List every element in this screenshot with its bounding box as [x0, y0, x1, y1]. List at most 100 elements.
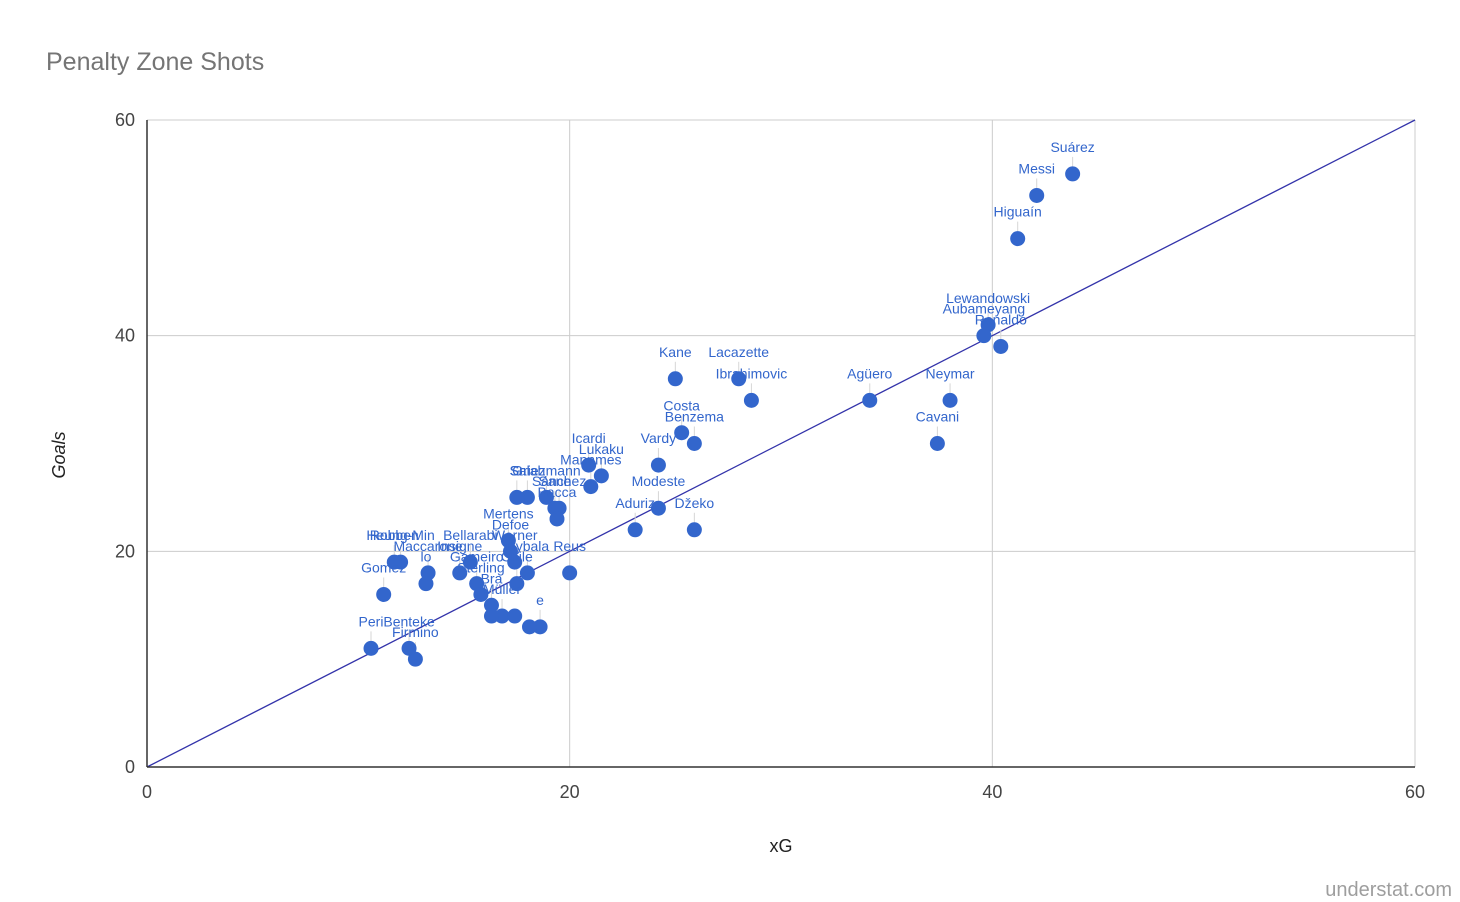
point-label: Sánchez [532, 473, 586, 489]
point-label: Agüero [847, 365, 892, 381]
point-label: Vardy [641, 430, 677, 446]
data-point[interactable] [509, 489, 525, 505]
point-label: Costa [663, 398, 700, 414]
point-label: Sterling [457, 559, 504, 575]
point-label: Bellarabi [443, 527, 497, 543]
data-point[interactable] [507, 608, 523, 624]
data-point[interactable] [627, 522, 643, 538]
y-tick-label: 0 [125, 757, 135, 777]
point-label: Mannmes [560, 452, 621, 468]
point-label: Kane [659, 344, 692, 360]
point-label: Suárez [1050, 139, 1094, 155]
data-point[interactable] [532, 619, 548, 635]
data-point[interactable] [942, 392, 958, 408]
data-point[interactable] [686, 522, 702, 538]
data-point[interactable] [538, 489, 554, 505]
data-point[interactable] [522, 619, 538, 635]
axes [146, 120, 1415, 768]
y-tick-label: 60 [115, 110, 135, 130]
point-label: Bacca [538, 484, 577, 500]
data-point[interactable] [650, 500, 666, 516]
point-label: Peri [359, 613, 384, 629]
data-point[interactable] [562, 565, 578, 581]
point-label: Benteke [383, 613, 435, 629]
data-point[interactable] [519, 489, 535, 505]
point-label: Neymar [926, 365, 975, 381]
y-axis-label: Goals [49, 431, 69, 478]
point-label: Müller [483, 581, 521, 597]
data-point[interactable] [667, 371, 683, 387]
data-point[interactable] [1065, 166, 1081, 182]
point-label: Mertens [483, 506, 534, 522]
data-point[interactable] [483, 608, 499, 624]
data-point[interactable] [473, 586, 489, 602]
point-label: Messi [1018, 160, 1055, 176]
point-label: Gomez [361, 559, 406, 575]
data-labels: SuárezMessiHiguaínLewandowskiAubameyangR… [359, 139, 1095, 640]
data-point[interactable] [494, 608, 510, 624]
x-tick-label: 20 [560, 782, 580, 802]
data-point[interactable] [1029, 187, 1045, 203]
data-points [363, 166, 1081, 667]
point-label: Defoe [492, 516, 530, 532]
data-point[interactable] [650, 457, 666, 473]
point-label: Ibrahimovic [716, 365, 788, 381]
point-label: Benzema [665, 409, 724, 425]
data-point[interactable] [519, 565, 535, 581]
tick-labels: 0 20 40 60 0 20 40 60 [115, 110, 1425, 802]
point-label: Reus [553, 538, 586, 554]
point-label: Salah [509, 462, 545, 478]
point-label: Ronaldo [975, 311, 1027, 327]
data-point[interactable] [483, 597, 499, 613]
data-point[interactable] [581, 457, 597, 473]
data-point[interactable] [407, 651, 423, 667]
data-point[interactable] [862, 392, 878, 408]
x-tick-label: 40 [982, 782, 1002, 802]
data-point[interactable] [376, 586, 392, 602]
data-point[interactable] [452, 565, 468, 581]
point-label: Werner [492, 527, 538, 543]
point-label: Modeste [632, 473, 686, 489]
point-label: Gameiro [450, 549, 504, 565]
data-point[interactable] [363, 640, 379, 656]
data-point[interactable] [593, 468, 609, 484]
data-point[interactable] [993, 338, 1009, 354]
y-tick-label: 40 [115, 326, 135, 346]
point-label: Lewandowski [946, 290, 1030, 306]
point-label: Maccarone [393, 538, 462, 554]
point-label: Cavani [916, 409, 960, 425]
point-label: Lacazette [708, 344, 769, 360]
reference-line [146, 119, 1416, 768]
data-point[interactable] [386, 554, 402, 570]
point-label: Aduriz [615, 495, 655, 511]
point-label: lo [421, 549, 432, 565]
diagonal-line [146, 119, 1416, 768]
data-point[interactable] [509, 576, 525, 592]
credit-text: understat.com [1325, 879, 1452, 901]
data-point[interactable] [731, 371, 747, 387]
point-label: Dybala [506, 538, 550, 554]
data-point[interactable] [1010, 231, 1026, 247]
point-label: Chile [501, 549, 533, 565]
data-point[interactable] [462, 554, 478, 570]
point-label: Firmino [392, 624, 439, 640]
point-label: Heung-Min [366, 527, 434, 543]
data-point[interactable] [686, 436, 702, 451]
data-point[interactable] [583, 479, 599, 495]
point-label: Higuaín [994, 204, 1042, 220]
data-point[interactable] [743, 392, 759, 408]
data-point[interactable] [549, 511, 565, 527]
data-point[interactable] [418, 576, 434, 592]
data-point[interactable] [674, 425, 690, 441]
point-label: Robben [370, 527, 419, 543]
point-label: Icardi [572, 430, 606, 446]
data-point[interactable] [976, 328, 992, 344]
data-point[interactable] [507, 554, 523, 570]
point-label: Džeko [675, 495, 715, 511]
x-tick-label: 60 [1405, 782, 1425, 802]
data-point[interactable] [929, 436, 945, 451]
point-label: Aubameyang [943, 301, 1026, 317]
point-label: Bra [481, 570, 503, 586]
point-label: Sr [510, 462, 524, 478]
